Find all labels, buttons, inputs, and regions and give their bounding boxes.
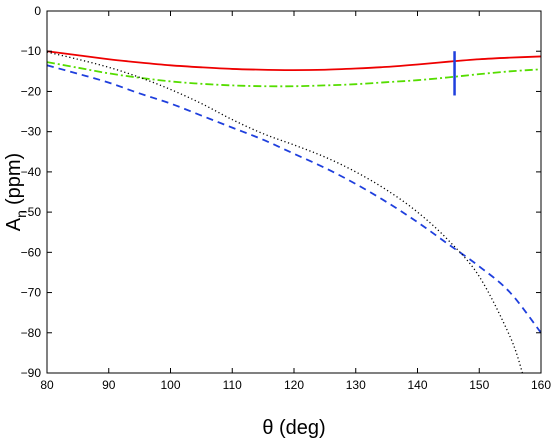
y-tick-label: −10	[21, 44, 42, 58]
plot-area-frame	[46, 10, 542, 374]
ticks-layer	[46, 10, 542, 374]
y-tick-label: −40	[21, 165, 42, 179]
x-tick-label: 90	[102, 378, 116, 392]
y-tick-label: −90	[21, 366, 42, 380]
y-axis-label-subscript: n	[13, 210, 29, 218]
x-axis-label: θ (deg)	[262, 417, 325, 439]
y-axis-label: An (ppm)	[3, 153, 29, 231]
x-tick-labels: 80 90 100 110 120 130 140 150 160	[40, 378, 551, 392]
series-line-dotted	[47, 51, 524, 373]
x-tick-label: 140	[407, 378, 427, 392]
y-tick-label: −30	[21, 125, 42, 139]
x-tick-label: 80	[40, 378, 54, 392]
y-tick-label: −50	[21, 205, 42, 219]
data-series-layer	[47, 50, 541, 373]
y-axis-label-main: A	[3, 217, 25, 231]
y-tick-label: −20	[21, 84, 42, 98]
x-tick-label: 120	[284, 378, 304, 392]
x-tick-label: 110	[223, 378, 242, 392]
y-tick-label: −70	[21, 286, 42, 300]
x-tick-label: 100	[160, 378, 180, 392]
y-axis-label-unit: (ppm)	[3, 153, 25, 205]
y-tick-labels: 0 −10 −20 −30 −40 −50 −60 −70 −80 −90	[21, 4, 42, 380]
x-tick-label: 150	[469, 378, 489, 392]
y-tick-label: 0	[34, 4, 41, 18]
x-tick-label: 130	[346, 378, 366, 392]
y-tick-label: −80	[21, 326, 42, 340]
x-tick-label: 160	[531, 378, 551, 392]
y-tick-label: −60	[21, 245, 42, 259]
series-line-dashdot	[47, 61, 541, 88]
series-line-solid	[47, 50, 541, 72]
series-line-dashed	[47, 64, 541, 334]
